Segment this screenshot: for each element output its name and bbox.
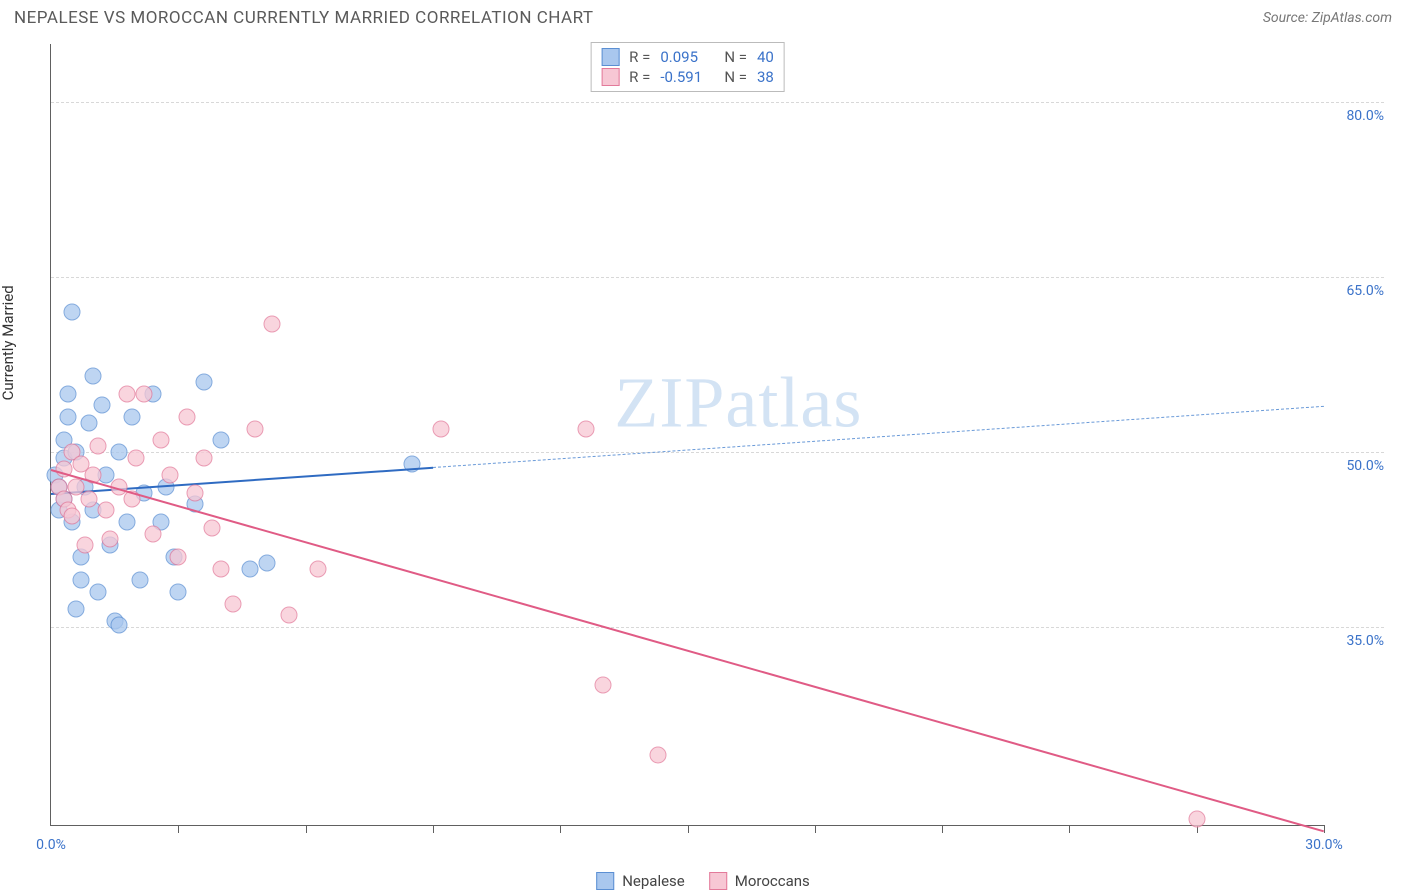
legend-n-value: 40 — [757, 48, 774, 66]
y-axis-label: Currently Married — [0, 285, 17, 400]
data-point — [93, 397, 110, 414]
data-point — [119, 385, 136, 402]
data-point — [89, 583, 106, 600]
data-point — [225, 595, 242, 612]
legend-r-label: R = — [629, 68, 650, 86]
data-point — [242, 560, 259, 577]
chart-area: Currently Married ZIPatlas R =0.095N =40… — [14, 44, 1392, 854]
data-point — [85, 368, 102, 385]
data-point — [102, 531, 119, 548]
data-point — [280, 607, 297, 624]
legend-n-label: N = — [724, 68, 747, 86]
x-tick — [815, 825, 816, 833]
legend-label: Moroccans — [735, 872, 810, 890]
correlation-legend: R = 0.095 N = 40 R = -0.591 N = 38 — [590, 42, 785, 92]
legend-item: Nepalese — [596, 872, 685, 890]
data-point — [136, 385, 153, 402]
legend-swatch — [596, 872, 614, 890]
data-point — [433, 420, 450, 437]
data-point — [195, 449, 212, 466]
data-point — [123, 409, 140, 426]
data-point — [1188, 811, 1205, 828]
gridline — [51, 102, 1384, 103]
data-point — [594, 677, 611, 694]
data-point — [161, 467, 178, 484]
source-label: Source: ZipAtlas.com — [1263, 10, 1392, 26]
x-tick-label: 0.0% — [36, 837, 66, 853]
legend-n-label: N = — [724, 48, 747, 66]
data-point — [577, 420, 594, 437]
data-point — [263, 315, 280, 332]
x-tick — [433, 825, 434, 833]
data-point — [170, 548, 187, 565]
data-point — [187, 484, 204, 501]
data-point — [81, 414, 98, 431]
trend-line — [51, 470, 1325, 833]
gridline — [51, 452, 1384, 453]
data-point — [59, 385, 76, 402]
data-point — [68, 601, 85, 618]
data-point — [59, 409, 76, 426]
y-tick-label: 50.0% — [1346, 458, 1384, 474]
x-tick — [560, 825, 561, 833]
data-point — [144, 525, 161, 542]
legend-r-label: R = — [629, 48, 650, 66]
data-point — [212, 560, 229, 577]
y-tick-label: 65.0% — [1346, 283, 1384, 299]
data-point — [310, 560, 327, 577]
gridline — [51, 627, 1384, 628]
x-tick — [306, 825, 307, 833]
data-point — [153, 432, 170, 449]
series-legend: Nepalese Moroccans — [596, 872, 810, 890]
data-point — [127, 449, 144, 466]
data-point — [649, 747, 666, 764]
legend-row: R = -0.591 N = 38 — [601, 67, 774, 87]
gridline — [51, 277, 1384, 278]
legend-r-value: 0.095 — [660, 48, 714, 66]
x-tick — [1324, 825, 1325, 833]
legend-r-value: -0.591 — [660, 68, 714, 86]
data-point — [178, 409, 195, 426]
x-tick — [688, 825, 689, 833]
legend-item: Moroccans — [709, 872, 810, 890]
legend-swatch — [709, 872, 727, 890]
x-tick — [942, 825, 943, 833]
data-point — [64, 508, 81, 525]
legend-swatch — [601, 48, 619, 66]
data-point — [64, 304, 81, 321]
data-point — [81, 490, 98, 507]
data-point — [72, 572, 89, 589]
x-tick — [1069, 825, 1070, 833]
legend-label: Nepalese — [622, 872, 685, 890]
data-point — [204, 519, 221, 536]
data-point — [76, 537, 93, 554]
data-point — [132, 572, 149, 589]
data-point — [89, 438, 106, 455]
legend-swatch — [601, 68, 619, 86]
data-point — [212, 432, 229, 449]
x-tick-label: 30.0% — [1305, 837, 1343, 853]
chart-title: NEPALESE VS MOROCCAN CURRENTLY MARRIED C… — [14, 8, 594, 28]
plot-region: ZIPatlas R =0.095N =40R =-0.591N =38 80.… — [50, 44, 1324, 826]
data-point — [259, 554, 276, 571]
legend-n-value: 38 — [757, 68, 774, 86]
legend-row: R = 0.095 N = 40 — [601, 47, 774, 67]
data-point — [110, 443, 127, 460]
watermark: ZIPatlas — [614, 362, 862, 445]
data-point — [119, 513, 136, 530]
y-tick-label: 35.0% — [1346, 633, 1384, 649]
data-point — [195, 374, 212, 391]
x-tick — [178, 825, 179, 833]
y-tick-label: 80.0% — [1346, 108, 1384, 124]
trend-line — [433, 405, 1324, 467]
data-point — [110, 616, 127, 633]
data-point — [170, 583, 187, 600]
data-point — [246, 420, 263, 437]
data-point — [98, 502, 115, 519]
